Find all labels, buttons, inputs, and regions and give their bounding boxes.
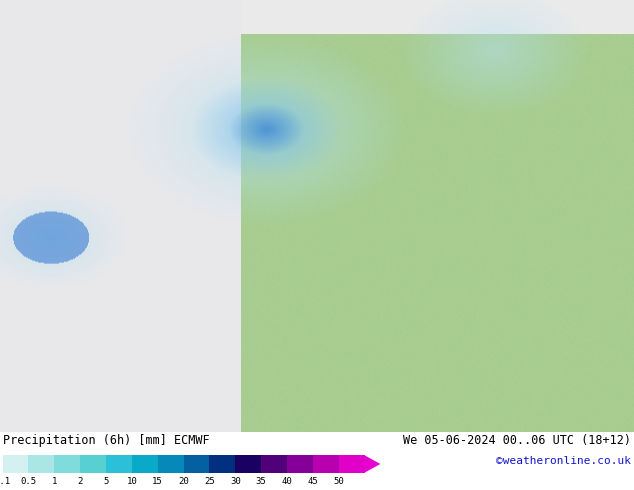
Bar	[158, 455, 183, 473]
Bar	[184, 455, 209, 473]
Text: 30: 30	[230, 477, 241, 486]
Text: 25: 25	[204, 477, 215, 486]
Bar	[29, 455, 55, 473]
Text: 35: 35	[256, 477, 266, 486]
Bar	[55, 455, 80, 473]
Text: 0.1: 0.1	[0, 477, 11, 486]
Bar	[339, 455, 365, 473]
Bar	[261, 455, 287, 473]
Text: 5: 5	[103, 477, 108, 486]
Text: Precipitation (6h) [mm] ECMWF: Precipitation (6h) [mm] ECMWF	[3, 434, 210, 447]
Text: 45: 45	[307, 477, 318, 486]
Text: 1: 1	[51, 477, 57, 486]
Text: We 05-06-2024 00..06 UTC (18+12): We 05-06-2024 00..06 UTC (18+12)	[403, 434, 631, 447]
Bar	[287, 455, 313, 473]
Text: 0.5: 0.5	[20, 477, 37, 486]
Text: 20: 20	[178, 477, 189, 486]
Bar	[209, 455, 235, 473]
Text: 50: 50	[333, 477, 344, 486]
Text: 2: 2	[77, 477, 83, 486]
Bar	[3, 455, 29, 473]
Bar	[106, 455, 132, 473]
Text: 15: 15	[152, 477, 163, 486]
Text: 10: 10	[126, 477, 137, 486]
Bar	[132, 455, 158, 473]
Text: 40: 40	[281, 477, 292, 486]
Bar	[313, 455, 339, 473]
Bar	[235, 455, 261, 473]
Bar	[80, 455, 106, 473]
Text: ©weatheronline.co.uk: ©weatheronline.co.uk	[496, 456, 631, 466]
Polygon shape	[365, 455, 380, 473]
